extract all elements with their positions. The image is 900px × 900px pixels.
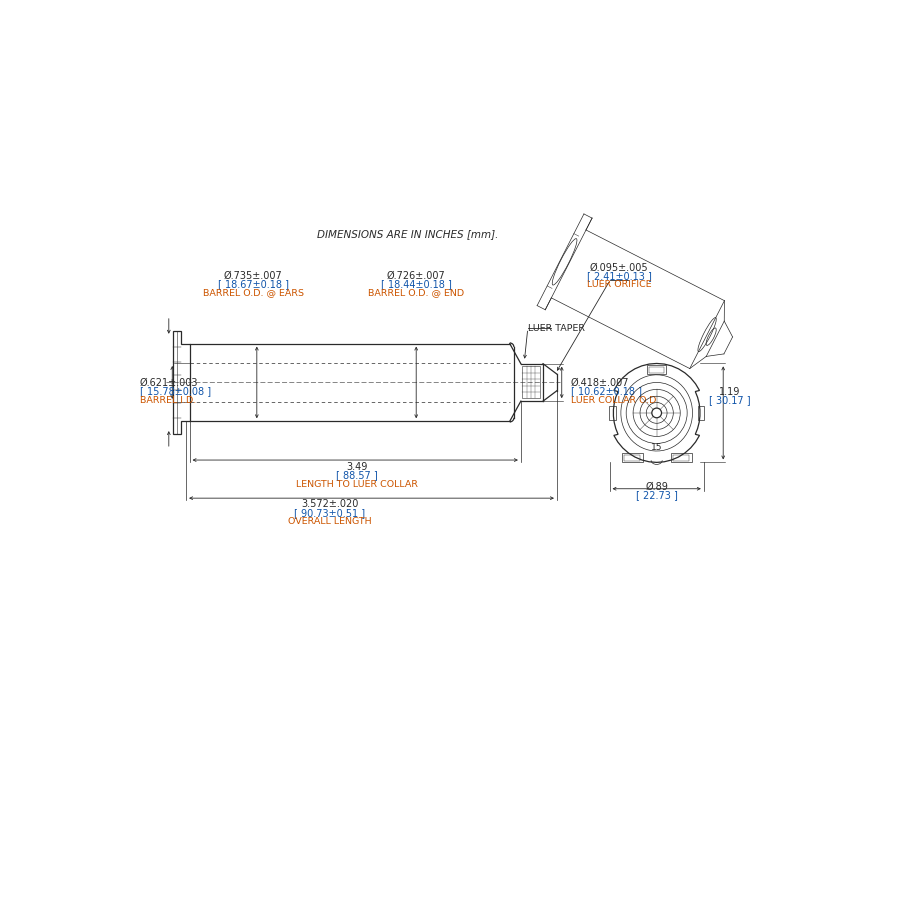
Text: 3.49: 3.49 xyxy=(346,462,368,472)
Text: [ 88.57 ]: [ 88.57 ] xyxy=(337,471,378,481)
Text: [ 2.41±0.13 ]: [ 2.41±0.13 ] xyxy=(587,271,652,281)
Text: DIMENSIONS ARE IN INCHES [mm].: DIMENSIONS ARE IN INCHES [mm]. xyxy=(317,230,498,239)
Text: BARREL O.D. @ END: BARREL O.D. @ END xyxy=(368,289,464,298)
Bar xyxy=(522,366,540,399)
Text: [ 18.44±0.18 ]: [ 18.44±0.18 ] xyxy=(381,279,452,289)
Text: LUER ORIFICE: LUER ORIFICE xyxy=(587,280,652,289)
Bar xyxy=(698,406,705,419)
Text: LUER TAPER: LUER TAPER xyxy=(527,324,585,333)
Bar xyxy=(649,366,664,373)
Text: Ø.418±.007: Ø.418±.007 xyxy=(571,377,629,387)
Bar xyxy=(622,454,643,463)
Text: [ 30.17 ]: [ 30.17 ] xyxy=(709,395,751,405)
Text: Ø.095±.005: Ø.095±.005 xyxy=(590,263,649,273)
Bar xyxy=(609,406,616,419)
Text: BARREL I.D.: BARREL I.D. xyxy=(140,396,196,405)
Text: [ 10.62±0.18 ]: [ 10.62±0.18 ] xyxy=(571,386,642,396)
Text: 15: 15 xyxy=(651,443,662,452)
Text: 3.572±.020: 3.572±.020 xyxy=(301,500,358,509)
Text: Ø.89: Ø.89 xyxy=(645,482,668,492)
Text: LUER COLLAR O.D.: LUER COLLAR O.D. xyxy=(571,396,659,405)
Text: OVERALL LENGTH: OVERALL LENGTH xyxy=(288,518,372,526)
Text: LENGTH TO LUER COLLAR: LENGTH TO LUER COLLAR xyxy=(296,480,418,489)
Bar xyxy=(670,454,691,463)
Text: [ 90.73±0.51 ]: [ 90.73±0.51 ] xyxy=(294,508,365,518)
Text: [ 15.78±0.08 ]: [ 15.78±0.08 ] xyxy=(140,386,211,396)
Bar xyxy=(624,454,641,461)
Text: [ 22.73 ]: [ 22.73 ] xyxy=(635,491,678,500)
Text: Ø.735±.007: Ø.735±.007 xyxy=(224,271,283,281)
Text: Ø.726±.007: Ø.726±.007 xyxy=(387,271,446,281)
Text: 1.19: 1.19 xyxy=(719,387,741,397)
Text: Ø.621±.003: Ø.621±.003 xyxy=(140,377,198,387)
Text: [ 18.67±0.18 ]: [ 18.67±0.18 ] xyxy=(218,279,289,289)
Text: BARREL O.D. @ EARS: BARREL O.D. @ EARS xyxy=(202,289,304,298)
Bar xyxy=(647,365,666,374)
Bar xyxy=(673,454,689,461)
